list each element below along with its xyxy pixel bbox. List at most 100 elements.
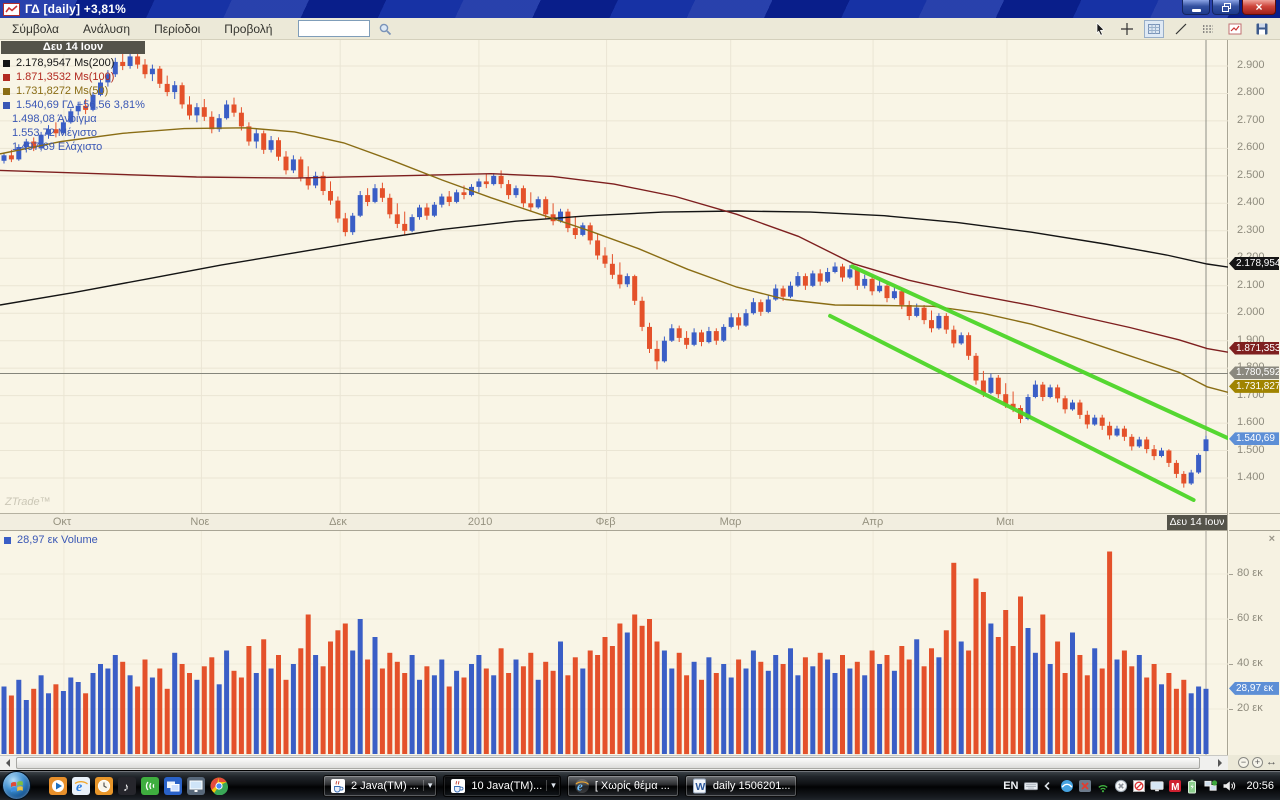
price-axis-label: 2.400 [1237,196,1265,209]
tray-messenger-icon[interactable] [1060,779,1074,793]
zoom-controls: − + ↔ [1228,755,1280,770]
tray-language-indicator[interactable]: EN [1003,779,1019,792]
svg-text:M: M [1172,782,1180,793]
zoom-in-button[interactable]: + [1252,757,1263,768]
window-switcher-icon[interactable] [164,776,182,795]
candles [1,50,1209,488]
tray-clock[interactable]: 20:56 [1246,779,1274,792]
app-icon [3,2,20,16]
h-scrollbar[interactable] [0,755,1228,770]
month-label: Δεκ [329,516,347,528]
symbol-search-input[interactable] [298,20,371,37]
volume-axis-tick [1229,574,1233,575]
x-axis: Δευ 14 Ιουν Οκτ Νοε Δεκ 2010 Φεβ Μαρ Απρ Μαι [0,513,1228,530]
tray-battery-icon[interactable] [1186,779,1200,793]
maximize-button[interactable] [1212,0,1240,15]
grid-tool-button[interactable] [1144,19,1164,38]
menu-item-symbols[interactable]: Σύμβολα [12,21,59,36]
trendline-tool-button[interactable] [1171,20,1191,38]
price-badge: 1.540,69 [1229,432,1279,446]
windows-flag-icon [10,780,23,792]
volume-legend: 28,97 εκ Volume [4,534,98,546]
volume-pane-close-icon[interactable]: × [1268,533,1275,545]
svg-text:e: e [577,778,583,793]
price-axis-label: 1.600 [1237,416,1265,429]
volume-badge: 28,97 εκ [1229,681,1279,695]
title-bar: ΓΔ [daily] +3,81% × [0,0,1280,18]
tray-keyboard-icon[interactable] [1024,779,1039,793]
legend-row-ma100: 1.871,3532 Ms(100) [3,70,145,84]
menu-item-analysis[interactable]: Ανάλυση [83,21,131,36]
tray-network-icon[interactable] [1204,779,1218,793]
scroll-thumb[interactable] [16,757,1200,769]
media-player-icon[interactable] [49,776,67,795]
volume-axis-tick [1229,709,1233,710]
menu-item-periods[interactable]: Περίοδοι [154,21,201,36]
price-axis-label: 2.800 [1237,86,1265,99]
window-controls: × [1180,0,1276,15]
pointer-tool-button[interactable] [1090,20,1110,38]
search-icon[interactable] [378,22,392,36]
price-axis-label: 2.300 [1237,223,1265,236]
streaming-icon[interactable] [141,776,159,795]
tray-chevron-icon[interactable] [1042,779,1056,793]
volume-chart-pane[interactable]: 28,97 εκ Volume [0,530,1228,755]
price-chart[interactable] [0,40,1228,513]
legend-row-price: 1.540,69 ΓΔ +56,56 3,81% [3,98,145,112]
crosshair-tool-button[interactable] [1117,20,1137,38]
task-buttons: 2 Java(TM) ... ▾ 10 Java(TM)... ▾ e[ Χωρίς θ… [323,774,797,797]
chrome-icon[interactable] [210,777,228,795]
month-label: Οκτ [52,516,72,528]
price-series-swatch [3,101,10,109]
tray-volume-icon[interactable] [1222,779,1236,793]
volume-axis-label: 40 εκ [1237,657,1263,669]
price-axis: 2.9002.8002.7002.6002.5002.4002.3002.200… [1229,40,1280,513]
dots-tool-button[interactable] [1198,20,1218,38]
tray-display-icon[interactable] [1150,779,1165,793]
month-label: Μαρ [719,516,742,528]
zoom-out-button[interactable]: − [1238,757,1249,768]
price-chart-pane[interactable]: Δευ 14 Ιουν 2.178,9547 Ms(200) 1.871,353… [0,40,1228,513]
fit-width-icon[interactable]: ↔ [1266,756,1277,768]
tray-mcafee-icon[interactable]: M [1168,779,1182,793]
scroll-left-button[interactable] [0,756,15,770]
volume-axis-label: 80 εκ [1237,567,1263,579]
group-dropdown-icon[interactable]: ▾ [422,780,432,791]
menu-item-view[interactable]: Προβολή [224,21,273,36]
chart-style-tool-button[interactable] [1225,20,1245,38]
price-axis-label: 1.500 [1237,443,1265,456]
volume-axis: × 80 εκ 60 εκ 40 εκ 20 εκ 28,97 εκ [1229,530,1280,755]
group-dropdown-icon[interactable]: ▾ [546,780,556,791]
tray-security-icon[interactable] [1078,779,1092,793]
tray-skype-icon[interactable] [1114,779,1128,793]
month-label: Απρ [862,516,884,528]
taskbar-button[interactable]: e[ Χωρίς θέμα ... [566,774,679,797]
trend-channel-line [850,264,1228,441]
internet-explorer-icon[interactable]: e [72,776,90,795]
start-button[interactable] [2,771,31,800]
ma-line [0,127,1228,393]
show-desktop-icon[interactable] [187,776,205,795]
volume-chart[interactable] [0,531,1228,755]
ma200-swatch [3,59,10,67]
price-axis-label: 2.600 [1237,141,1265,154]
legend-row-low: 1.497,69 Ελάχιστο [12,141,103,153]
minimize-button[interactable] [1182,0,1210,15]
volume-swatch [4,536,11,544]
close-button[interactable]: × [1242,0,1276,15]
scroll-track[interactable] [15,756,1213,770]
tray-wireless-icon[interactable] [1096,779,1110,793]
music-icon[interactable]: ♪ [118,776,136,795]
taskbar-button[interactable]: 10 Java(TM)... ▾ [443,774,561,797]
tray-blocked-icon[interactable] [1132,779,1146,793]
clock-icon[interactable] [95,776,113,795]
taskbar: e ♪ 2 Java(TM) ... ▾ 10 Java(TM)... ▾ e[ Χωρί… [0,770,1280,800]
save-tool-button[interactable] [1252,20,1272,38]
chart-toolbar [1090,19,1280,38]
window-title: ΓΔ [daily] +3,81% [25,2,126,16]
watermark: ZTrade™ [5,496,51,508]
scroll-right-button[interactable] [1213,756,1228,770]
chart-legend: 2.178,9547 Ms(200) 1.871,3532 Ms(100) 1.… [3,56,145,154]
taskbar-button[interactable]: 2 Java(TM) ... ▾ [323,774,438,797]
